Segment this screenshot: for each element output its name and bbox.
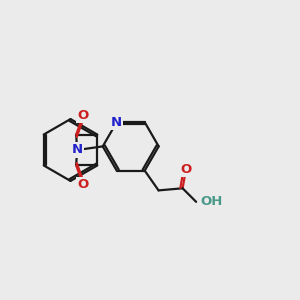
Text: O: O bbox=[180, 163, 191, 176]
Text: O: O bbox=[77, 109, 89, 122]
Text: N: N bbox=[111, 116, 122, 129]
Text: N: N bbox=[71, 143, 82, 157]
Text: OH: OH bbox=[200, 195, 223, 208]
Text: O: O bbox=[77, 178, 89, 191]
